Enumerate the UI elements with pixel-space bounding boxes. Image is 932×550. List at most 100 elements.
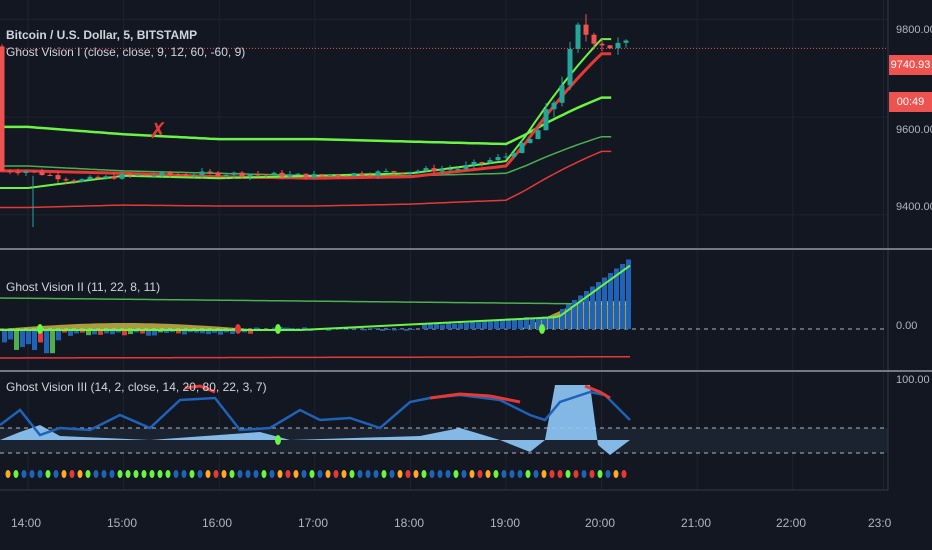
signal-dot (261, 470, 267, 478)
momentum-area (0, 385, 630, 455)
candle-body (407, 171, 413, 174)
histogram-bar (50, 329, 55, 354)
signal-dot (389, 470, 395, 478)
indicator-2-label[interactable]: Ghost Vision II (11, 22, 8, 11) (6, 280, 161, 294)
time-tick-label: 17:00 (298, 516, 329, 530)
candle-body (447, 169, 453, 171)
histogram-bar (548, 316, 553, 329)
histogram-bar (536, 317, 541, 329)
histogram-bar (386, 329, 391, 331)
signal-dot (213, 470, 219, 478)
histogram-bar (218, 329, 223, 335)
symbol-title[interactable]: Bitcoin / U.S. Dollar, 5, BITSTAMP (6, 28, 198, 42)
candle-body (511, 152, 517, 157)
signal-dot (333, 470, 339, 478)
time-tick-label: 14:00 (11, 516, 42, 530)
momentum-line (0, 390, 631, 437)
candle-body (247, 174, 253, 177)
candle-body (151, 175, 157, 177)
candle-body (479, 162, 485, 164)
signal-dot (173, 470, 179, 478)
signal-dot (61, 470, 67, 478)
histogram-bar (248, 329, 253, 334)
signal-dot (357, 470, 363, 478)
histogram-bar (152, 329, 157, 336)
time-tick-label: 21:00 (681, 516, 712, 530)
indicator-1-label[interactable]: Ghost Vision I (close, close, 9, 12, 60,… (6, 45, 246, 59)
candle-body (47, 175, 53, 177)
histogram-bar (410, 329, 415, 330)
overbought-segment (429, 392, 521, 404)
candle-body (175, 174, 181, 176)
histogram-bar (464, 322, 469, 329)
histogram-bar (20, 329, 25, 348)
histogram-bar (596, 282, 601, 329)
signal-dot (197, 470, 203, 478)
indicator-3-label[interactable]: Ghost Vision III (14, 2, close, 14, 20, … (6, 380, 267, 394)
candle-body (143, 174, 149, 176)
signal-dot (37, 324, 43, 334)
oscillator-line (0, 264, 631, 331)
candle-body (615, 42, 621, 49)
histogram-bar (326, 329, 331, 331)
candle-body (95, 176, 101, 179)
histogram-bar (458, 323, 463, 329)
price-pane[interactable]: ✗ (0, 14, 888, 228)
candle-body (7, 170, 13, 173)
ghost-vision-ii-pane[interactable] (0, 259, 888, 359)
signal-dot (77, 470, 83, 478)
time-tick-label: 15:00 (107, 516, 138, 530)
middle-red-band-line (0, 52, 612, 180)
candle-body (271, 172, 277, 175)
signal-dot (245, 470, 251, 478)
signal-dot (589, 470, 595, 478)
histogram-bar (620, 264, 625, 329)
signal-dot (237, 470, 243, 478)
histogram-bar (32, 329, 37, 350)
histogram-bar (104, 329, 109, 334)
candle-body (471, 162, 477, 166)
histogram-bar (590, 286, 595, 329)
signal-dot (525, 470, 531, 478)
candle-body (183, 174, 189, 176)
histogram-bar (302, 327, 307, 329)
histogram-bar (368, 328, 373, 329)
histogram-bar (14, 329, 19, 350)
signal-dot (165, 470, 171, 478)
candle-body (15, 172, 21, 174)
histogram-bar (614, 268, 619, 329)
histogram-bar (626, 259, 631, 329)
x-marker-icon: ✗ (149, 119, 167, 144)
histogram-bar (176, 329, 181, 334)
ghost-vision-iii-pane[interactable] (0, 384, 888, 478)
histogram-bar (470, 322, 475, 329)
candle-body (455, 168, 461, 170)
candle-body (399, 172, 405, 174)
candle-body (191, 175, 197, 177)
candle-body (559, 85, 565, 103)
signal-dot (189, 470, 195, 478)
histogram-bar (560, 309, 565, 329)
histogram-bar (206, 329, 211, 335)
candle-body (279, 172, 285, 177)
candle-body (335, 175, 341, 177)
candle-body (55, 175, 61, 180)
signal-dot (85, 470, 91, 478)
signal-dot (221, 470, 227, 478)
histogram-bar (362, 329, 367, 331)
histogram-bar (446, 323, 451, 329)
lower-limit-line (0, 355, 631, 359)
candle-body (215, 172, 221, 176)
overbought-segment (184, 384, 216, 394)
signal-dot (229, 470, 235, 478)
histogram-bar (578, 295, 583, 329)
signal-dot (557, 470, 563, 478)
signal-dot (461, 470, 467, 478)
candle-body (255, 174, 261, 176)
signal-dot (509, 470, 515, 478)
candle-body (343, 175, 349, 177)
price-tick-label: 9400.00 (896, 201, 932, 213)
histogram-bar (584, 291, 589, 329)
histogram-bar (74, 329, 79, 334)
